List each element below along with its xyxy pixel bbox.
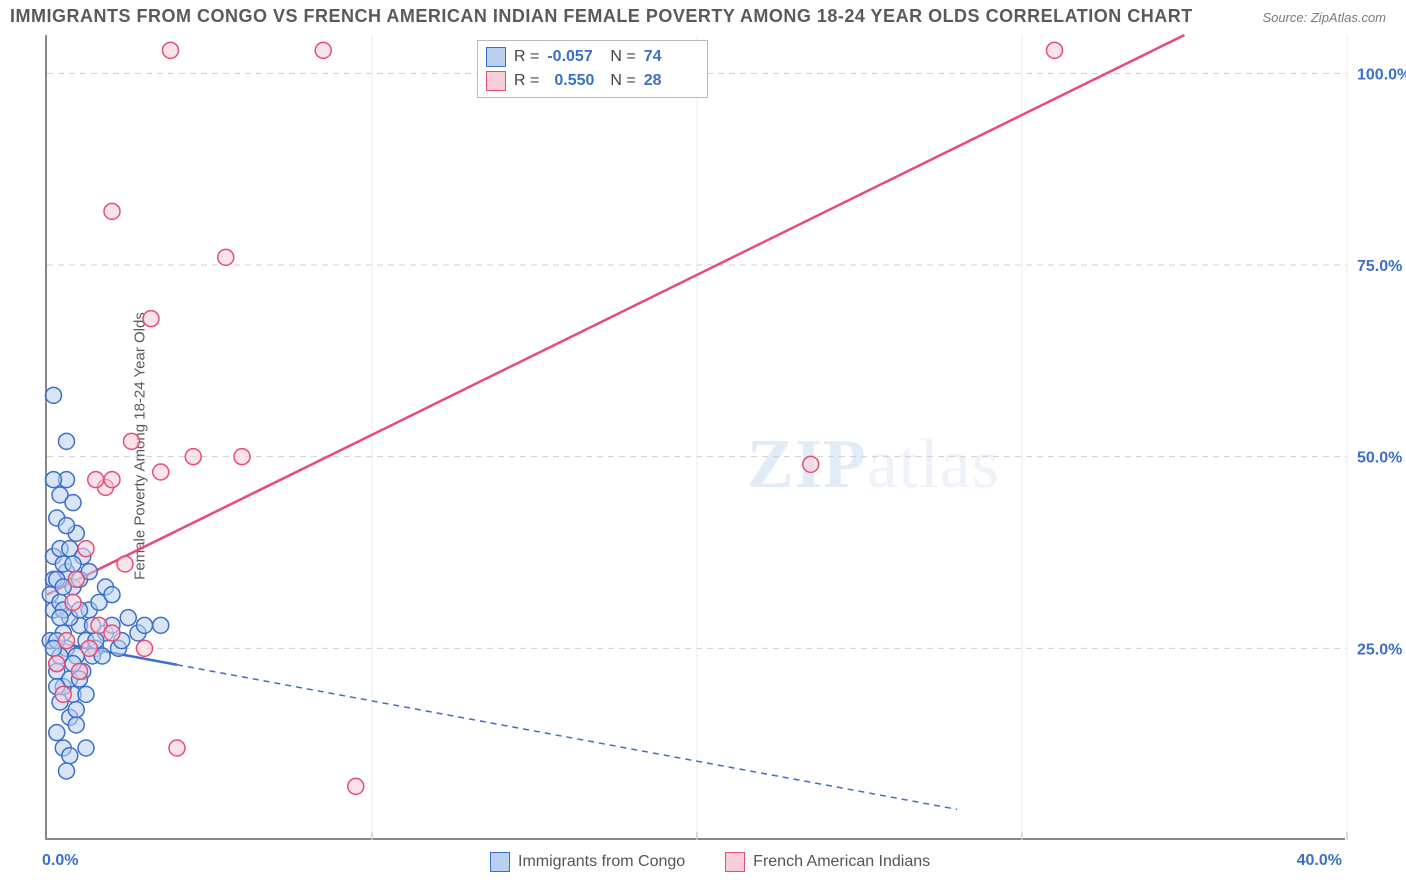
legend-item-congo: Immigrants from Congo (490, 852, 685, 872)
n-value-congo: 74 (644, 48, 699, 66)
r-label: R = (514, 48, 539, 66)
plot-area: ZIPatlas 25.0%50.0%75.0%100.0%0.0%40.0% … (45, 35, 1345, 840)
plot-svg: 25.0%50.0%75.0%100.0%0.0%40.0% (47, 35, 1345, 838)
legend-bottom: Immigrants from Congo French American In… (490, 852, 930, 872)
chart-container: IMMIGRANTS FROM CONGO VS FRENCH AMERICAN… (0, 0, 1406, 892)
legend-swatch-congo (490, 852, 510, 872)
legend-label-congo: Immigrants from Congo (518, 853, 685, 871)
swatch-congo (486, 47, 506, 67)
svg-text:75.0%: 75.0% (1357, 258, 1402, 275)
svg-text:25.0%: 25.0% (1357, 641, 1402, 658)
r-label-2: R = (514, 72, 539, 90)
n-label-2: N = (610, 72, 635, 90)
n-label: N = (610, 48, 635, 66)
legend-label-french: French American Indians (753, 853, 930, 871)
legend-item-french: French American Indians (725, 852, 930, 872)
chart-title: IMMIGRANTS FROM CONGO VS FRENCH AMERICAN… (10, 6, 1193, 27)
stats-legend-box: R = -0.057 N = 74 R = 0.550 N = 28 (477, 40, 708, 98)
r-value-french: 0.550 (547, 72, 602, 90)
svg-text:40.0%: 40.0% (1297, 852, 1342, 869)
r-value-congo: -0.057 (547, 48, 602, 66)
legend-swatch-french (725, 852, 745, 872)
stats-row-congo: R = -0.057 N = 74 (486, 45, 699, 69)
source-attribution: Source: ZipAtlas.com (1262, 10, 1386, 25)
n-value-french: 28 (644, 72, 699, 90)
swatch-french (486, 71, 506, 91)
svg-text:100.0%: 100.0% (1357, 66, 1406, 83)
svg-text:0.0%: 0.0% (42, 852, 78, 869)
stats-row-french: R = 0.550 N = 28 (486, 69, 699, 93)
svg-text:50.0%: 50.0% (1357, 450, 1402, 467)
